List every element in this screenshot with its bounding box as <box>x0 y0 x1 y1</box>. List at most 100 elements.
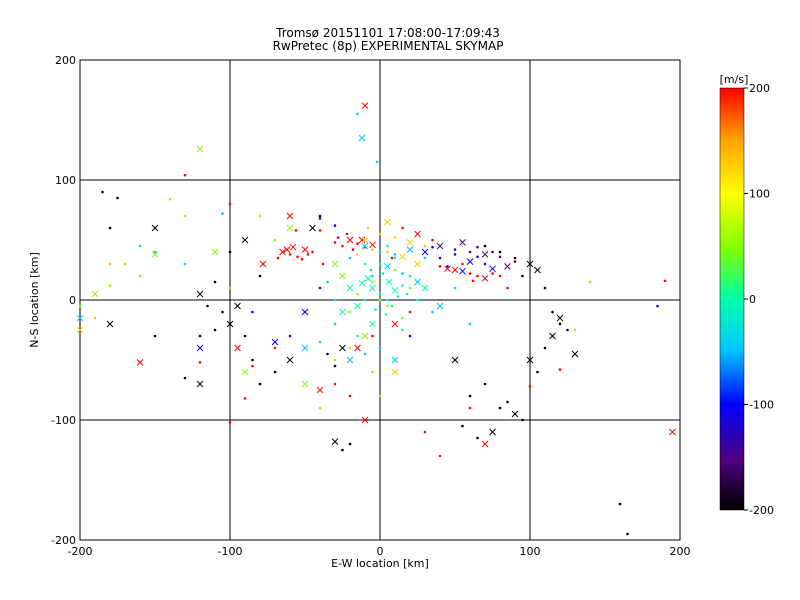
data-point-x-marker <box>316 386 324 394</box>
marker-stroke <box>271 338 279 346</box>
marker-stroke <box>451 266 459 274</box>
data-point-x-marker <box>91 290 99 298</box>
data-point-dot <box>288 334 292 338</box>
data-point-dot <box>401 272 404 275</box>
data-point-dot <box>384 313 388 316</box>
data-point-x-marker <box>279 248 286 256</box>
data-point-x-marker <box>358 279 366 287</box>
data-point-x-marker <box>421 284 429 292</box>
colorbar-gradient <box>719 87 745 511</box>
data-point-dot <box>408 274 412 278</box>
data-point-dot <box>306 253 310 256</box>
marker-stroke <box>361 332 369 340</box>
data-point-dot <box>273 346 277 350</box>
marker-stroke <box>466 258 474 265</box>
data-point-dot <box>183 262 187 266</box>
data-point-x-marker <box>549 332 556 340</box>
marker-stroke <box>511 410 519 418</box>
marker-stroke <box>421 248 429 256</box>
data-point-dot <box>300 257 304 261</box>
marker-stroke <box>286 356 294 364</box>
x-tick-label: -100 <box>218 545 243 558</box>
data-point-x-marker <box>534 266 541 274</box>
marker-stroke <box>286 212 294 220</box>
data-point-x-marker <box>106 320 114 328</box>
data-point-dot <box>116 196 119 200</box>
data-point-x-marker <box>226 320 234 328</box>
data-point-dot <box>506 400 509 404</box>
data-point-x-marker <box>346 236 354 244</box>
x-tick-label: 200 <box>670 545 691 558</box>
data-point-x-marker <box>414 278 421 286</box>
colorbar-tick-label: 200 <box>749 82 770 95</box>
data-point-x-marker <box>301 246 309 253</box>
colorbar-tick-label: 0 <box>749 293 756 306</box>
data-point-x-marker <box>489 265 496 273</box>
data-point-dot <box>371 334 374 338</box>
data-point-dot <box>333 322 337 326</box>
data-point-dot <box>393 256 397 260</box>
data-point-x-marker <box>331 260 339 268</box>
data-point-dot <box>228 250 232 254</box>
data-point-dot <box>498 406 502 410</box>
data-point-dot <box>656 304 659 308</box>
data-point-dot <box>276 256 280 260</box>
data-point-dot <box>363 352 367 356</box>
data-point-x-marker <box>399 253 406 261</box>
data-point-x-marker <box>421 248 429 256</box>
y-axis-ticks: -200 -100 0 100 200 <box>51 54 680 547</box>
data-point-x-marker <box>481 440 489 448</box>
data-point-dot <box>461 262 464 266</box>
data-point-dot <box>356 112 359 116</box>
data-point-x-marker <box>391 368 399 376</box>
data-point-dot <box>101 190 104 194</box>
marker-stroke <box>489 265 496 273</box>
marker-stroke <box>504 263 511 270</box>
data-point-x-marker <box>414 260 421 268</box>
data-point-x-marker <box>436 242 444 250</box>
data-point-dot <box>251 310 254 314</box>
data-point-dot <box>375 160 379 164</box>
data-point-dot <box>461 424 464 428</box>
data-point-x-marker <box>76 326 84 334</box>
data-point-x-marker <box>571 350 579 358</box>
x-axis-ticks: -200 -100 0 100 200 <box>68 60 691 558</box>
data-point-x-marker <box>354 344 361 352</box>
data-point-dot <box>333 241 337 244</box>
data-point-dot <box>408 310 412 314</box>
data-point-dot <box>288 253 292 256</box>
data-point-dot <box>408 334 412 338</box>
data-point-dot <box>405 292 409 296</box>
marker-stroke <box>481 251 489 258</box>
data-point-dot <box>438 454 442 458</box>
data-point-dot <box>468 272 472 275</box>
data-point-x-marker <box>358 134 366 142</box>
data-point-x-marker <box>669 428 676 436</box>
y-tick-label: -100 <box>51 414 76 427</box>
data-point-dot <box>423 256 427 260</box>
y-tick-label: 100 <box>55 174 76 187</box>
marker-stroke <box>346 356 354 364</box>
scatter-points <box>76 102 676 536</box>
colorbar-tick-label: -100 <box>749 399 774 412</box>
data-point-x-marker <box>556 314 564 322</box>
marker-stroke <box>136 359 144 366</box>
data-point-dot <box>221 212 224 215</box>
marker-stroke <box>358 134 366 142</box>
chart-title: Tromsø 20151101 17:08:00-17:09:43 <box>275 26 500 40</box>
data-point-dot <box>378 394 382 398</box>
marker-stroke <box>196 145 204 153</box>
data-point-dot <box>498 255 502 259</box>
marker-stroke <box>196 344 204 352</box>
data-point-dot <box>318 214 322 218</box>
data-point-dot <box>401 226 404 230</box>
data-point-dot <box>356 334 359 338</box>
data-point-dot <box>558 368 562 371</box>
data-point-x-marker <box>361 416 369 424</box>
data-point-x-marker <box>391 356 399 364</box>
data-point-dot <box>251 358 254 362</box>
marker-stroke <box>526 356 534 364</box>
data-point-dot <box>153 250 157 254</box>
data-point-dot <box>348 310 352 314</box>
data-point-dot <box>108 262 112 266</box>
